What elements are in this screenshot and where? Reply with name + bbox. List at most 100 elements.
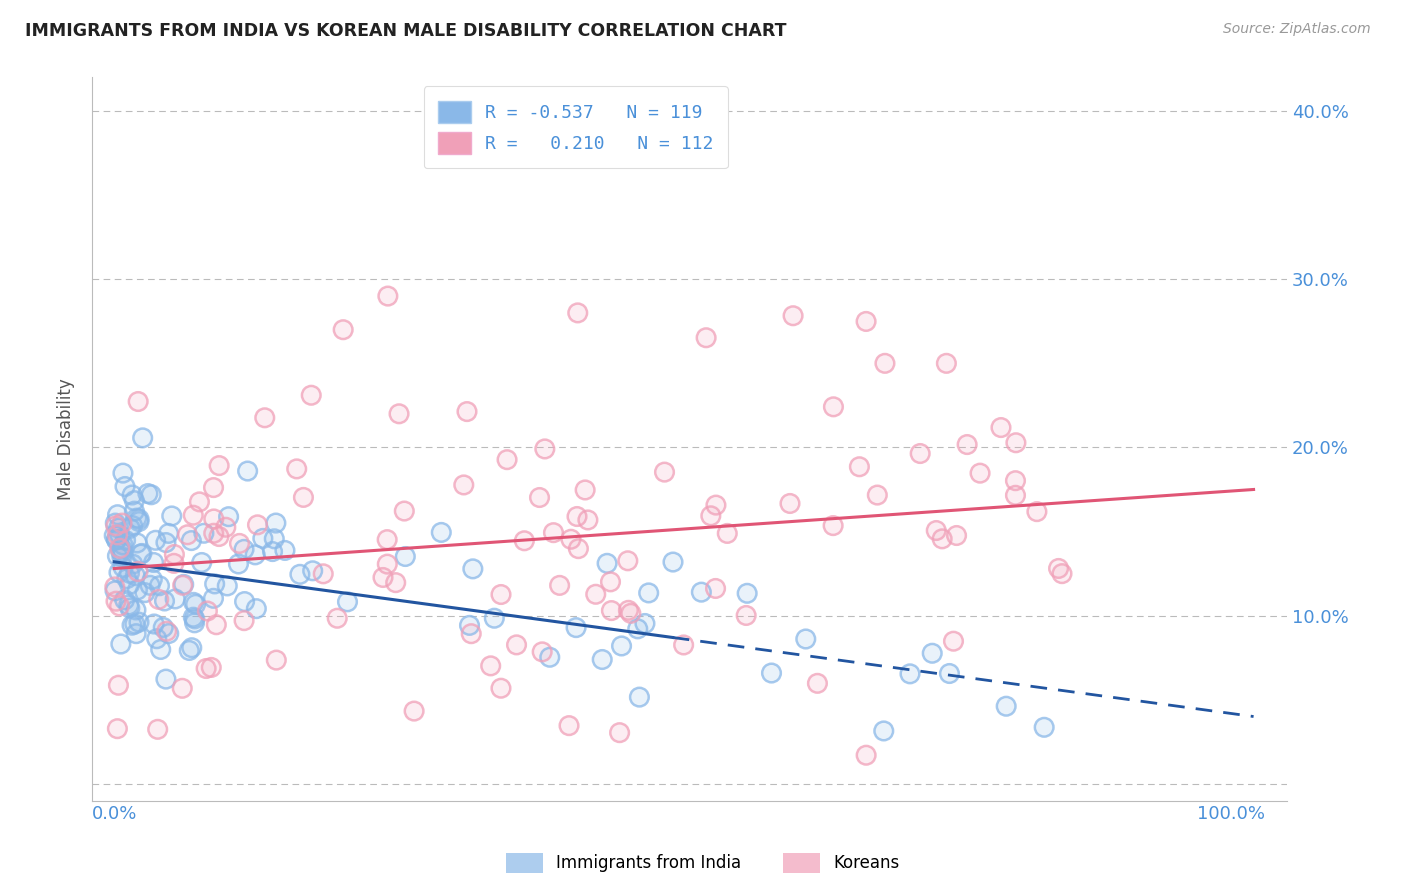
Point — [157, 526, 180, 541]
Point — [208, 529, 231, 543]
Point — [243, 548, 266, 562]
Point — [489, 587, 512, 601]
Point — [942, 634, 965, 648]
Point — [233, 542, 256, 557]
Point — [111, 545, 134, 559]
Point — [404, 704, 426, 718]
Point — [1004, 474, 1026, 488]
Point — [110, 545, 132, 559]
Point — [110, 637, 132, 651]
Point — [690, 585, 713, 599]
Point — [233, 594, 256, 608]
Point — [531, 645, 554, 659]
Point — [1004, 488, 1026, 502]
Point — [218, 509, 240, 524]
Point — [155, 535, 177, 549]
Point — [610, 639, 633, 653]
Point — [108, 528, 131, 542]
Point — [121, 518, 143, 533]
Point — [299, 388, 322, 402]
Point — [935, 356, 957, 370]
Point — [118, 598, 141, 612]
Point — [160, 508, 183, 523]
Point — [371, 570, 394, 584]
Point — [104, 583, 127, 598]
Point — [931, 532, 953, 546]
Point — [995, 699, 1018, 714]
Point — [128, 615, 150, 629]
Point — [202, 526, 225, 541]
Point — [1004, 488, 1026, 502]
Point — [931, 532, 953, 546]
Point — [128, 515, 150, 529]
Point — [124, 493, 146, 508]
Point — [617, 554, 640, 568]
Point — [388, 407, 411, 421]
Point — [823, 400, 845, 414]
Point — [103, 528, 125, 542]
Point — [183, 615, 205, 630]
Point — [969, 466, 991, 480]
Point — [567, 306, 589, 320]
Point — [292, 491, 315, 505]
Point — [458, 618, 481, 632]
Point — [208, 458, 231, 473]
Point — [155, 672, 177, 686]
Point — [585, 587, 607, 601]
Point — [202, 481, 225, 495]
Point — [124, 504, 146, 518]
Point — [127, 536, 149, 550]
Point — [236, 464, 259, 478]
Point — [735, 608, 758, 623]
Point — [107, 549, 129, 563]
Point — [156, 624, 179, 639]
Point — [460, 626, 482, 640]
Point — [111, 516, 134, 530]
Point — [236, 464, 259, 478]
Point — [183, 610, 205, 624]
Point — [479, 658, 502, 673]
Point — [375, 557, 398, 571]
Point — [925, 524, 948, 538]
Point — [202, 591, 225, 606]
Point — [543, 525, 565, 540]
Point — [127, 565, 149, 579]
Point — [118, 598, 141, 612]
Point — [332, 323, 354, 337]
Point — [184, 597, 207, 611]
Point — [243, 548, 266, 562]
Point — [141, 488, 163, 502]
Point — [124, 504, 146, 518]
Point — [560, 533, 582, 547]
Point — [218, 509, 240, 524]
Point — [121, 557, 143, 571]
Point — [565, 509, 588, 524]
Point — [866, 488, 889, 502]
Point — [190, 556, 212, 570]
Point — [134, 585, 156, 599]
Point — [157, 626, 180, 640]
Point — [388, 407, 411, 421]
Point — [538, 650, 561, 665]
Point — [107, 508, 129, 522]
Point — [461, 562, 484, 576]
Point — [107, 528, 129, 542]
Point — [188, 495, 211, 509]
Point — [610, 639, 633, 653]
Point — [543, 525, 565, 540]
Point — [114, 533, 136, 548]
Point — [558, 718, 581, 732]
Point — [454, 129, 477, 144]
Point — [288, 567, 311, 582]
Point — [129, 547, 152, 561]
Point — [262, 544, 284, 558]
Point — [534, 442, 557, 456]
Point — [690, 585, 713, 599]
Point — [1047, 561, 1070, 575]
Point — [176, 528, 198, 542]
Point — [312, 566, 335, 581]
Point — [823, 400, 845, 414]
Point — [253, 410, 276, 425]
Point — [384, 575, 406, 590]
Point — [112, 560, 135, 574]
